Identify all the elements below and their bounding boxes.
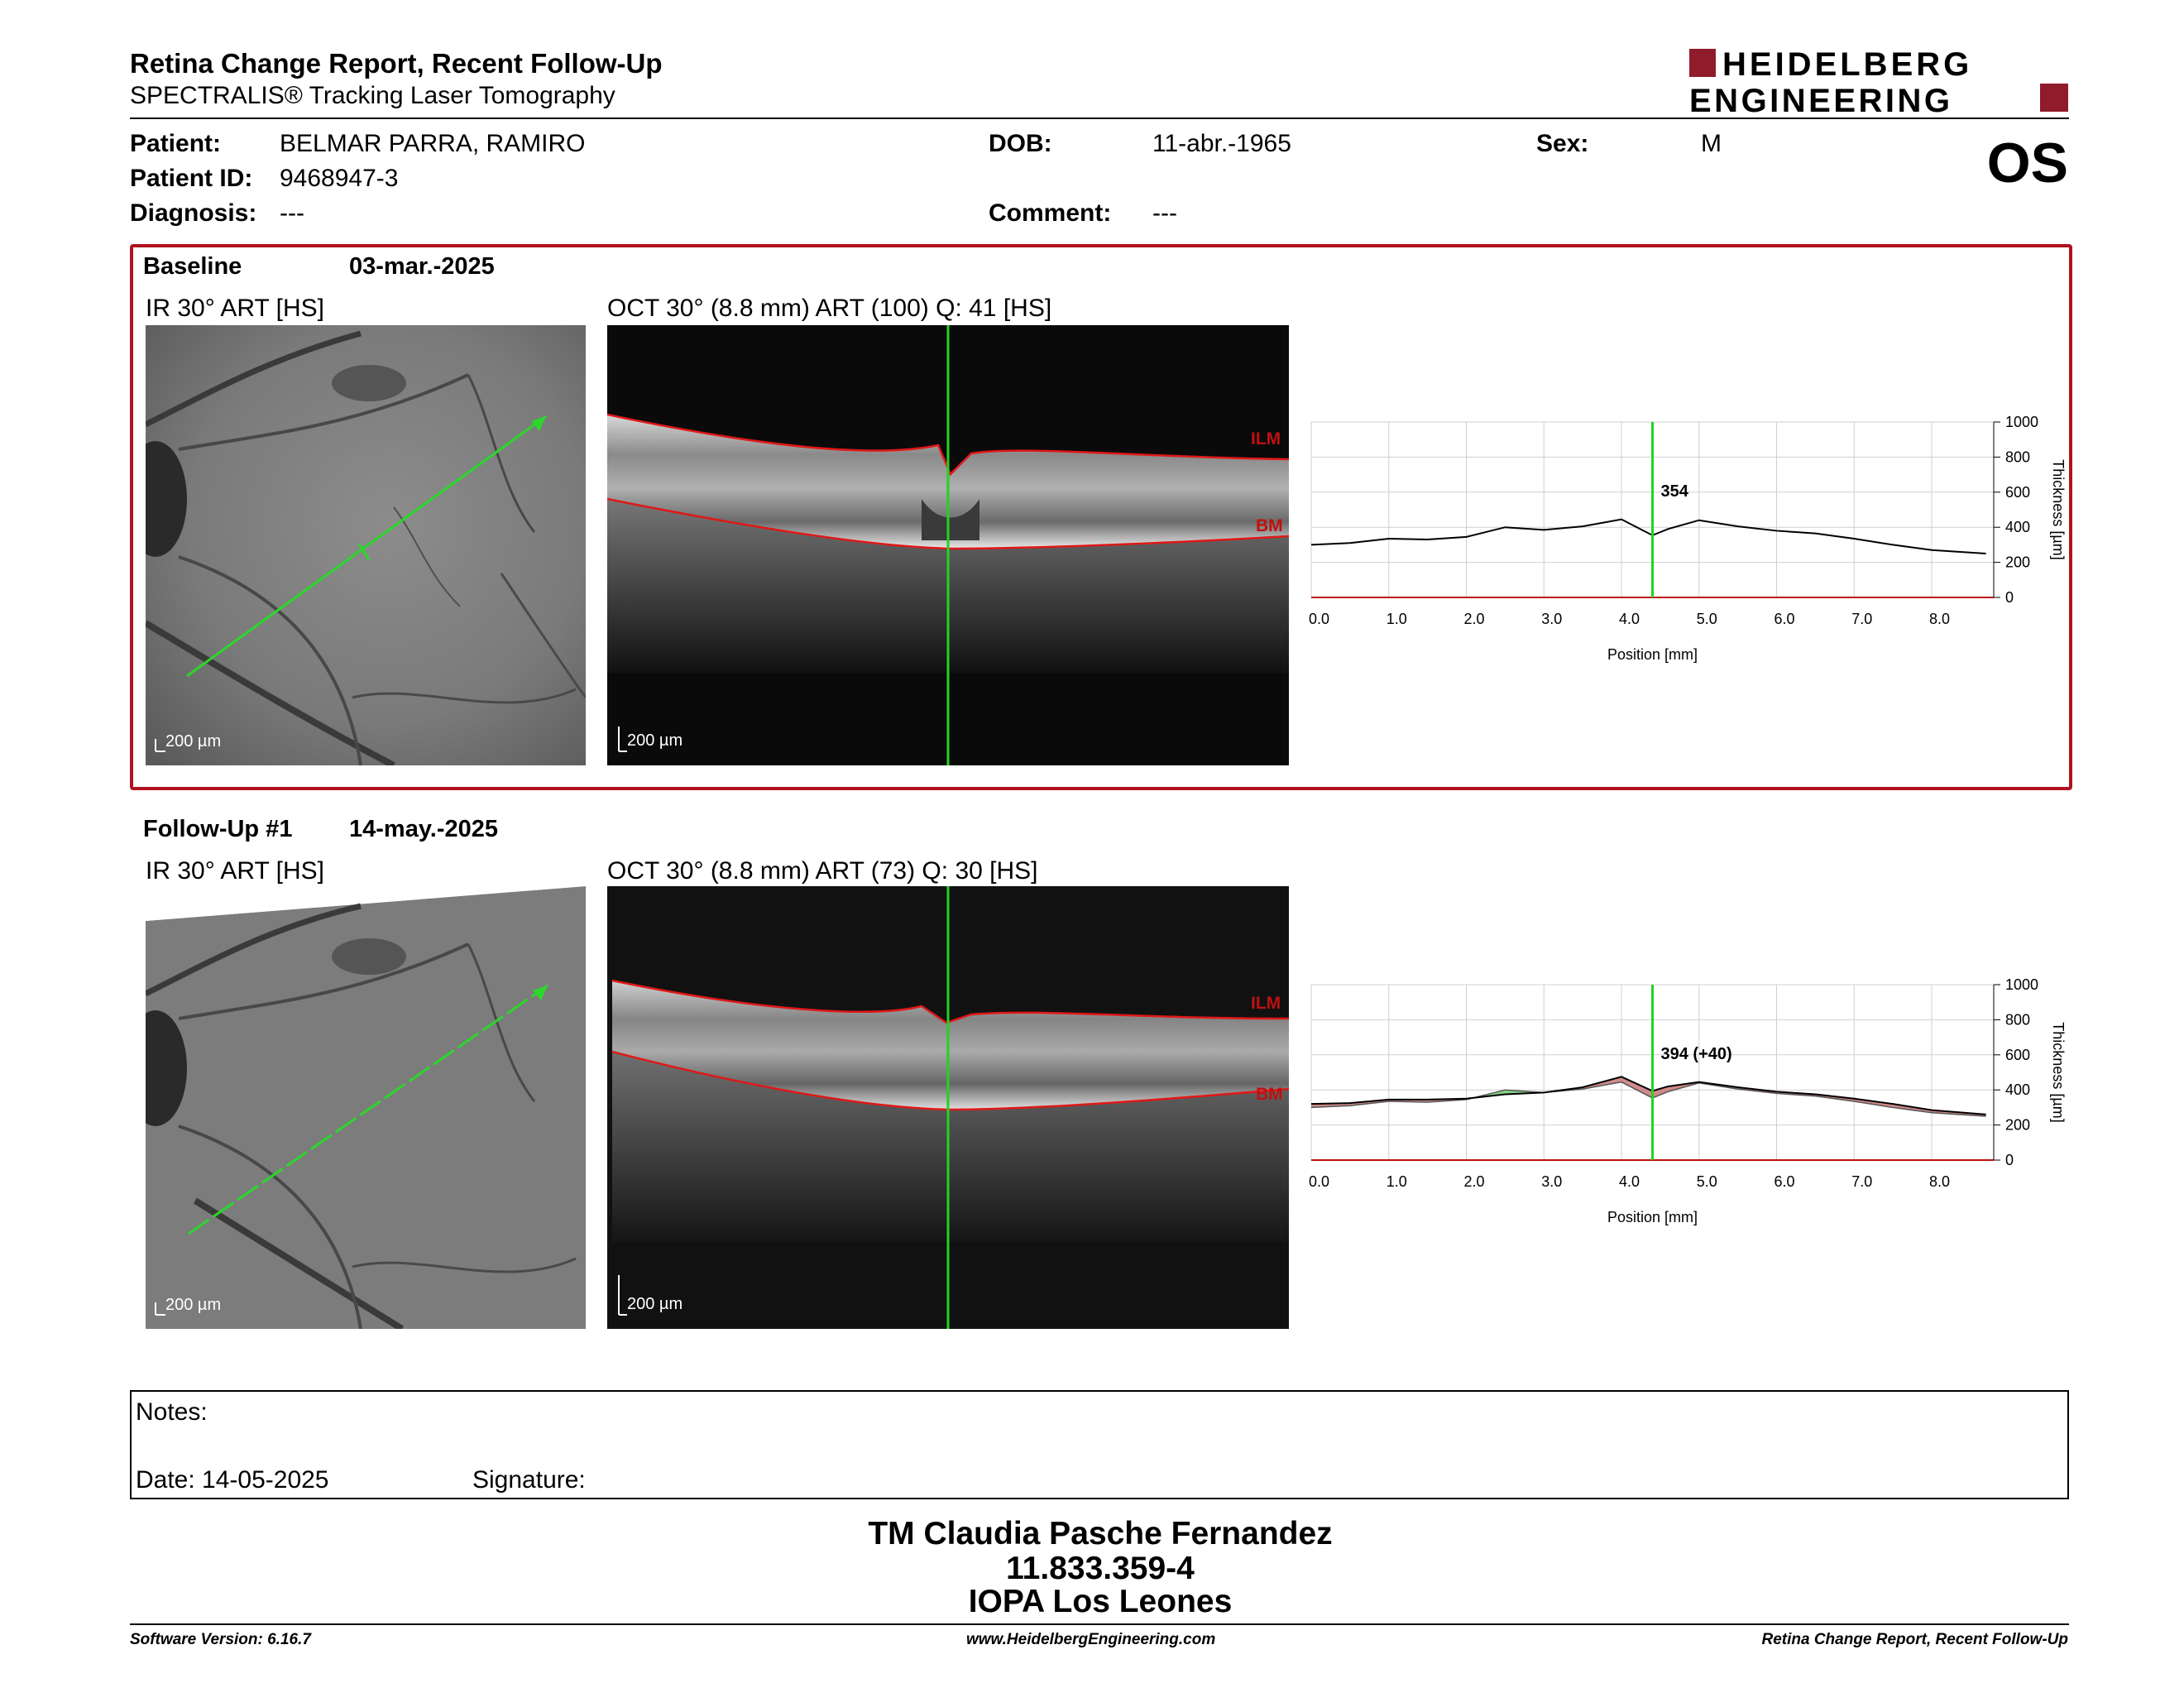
y-tick-label: 800 <box>2005 448 2030 465</box>
baseline-ir-image: 200 µm <box>146 325 586 765</box>
patient-id-label: Patient ID: <box>130 165 253 192</box>
cursor-value-label: 394 (+40) <box>1661 1045 1732 1063</box>
heidelberg-logo: HEIDELBERG ENGINEERING <box>1689 46 2068 115</box>
difference-area <box>1621 1077 1653 1098</box>
signer-id: 11.833.359-4 <box>1006 1551 1195 1586</box>
x-tick-label: 1.0 <box>1387 611 1407 627</box>
x-tick-label: 7.0 <box>1851 1173 1872 1190</box>
x-tick-label: 3.0 <box>1541 1173 1562 1190</box>
patient-name-label: Patient: <box>130 130 222 157</box>
comment-label: Comment: <box>989 199 1112 227</box>
cursor-value-label: 354 <box>1661 482 1689 501</box>
y-tick-label: 0 <box>2005 589 2014 606</box>
x-tick-label: 0.0 <box>1309 1173 1329 1190</box>
x-tick-label: 4.0 <box>1619 1173 1640 1190</box>
x-tick-label: 5.0 <box>1697 1173 1717 1190</box>
patient-name: BELMAR PARRA, RAMIRO <box>280 130 586 157</box>
y-tick-label: 400 <box>2005 1081 2030 1098</box>
x-tick-label: 0.0 <box>1309 611 1329 627</box>
baseline-date: 03-mar.-2025 <box>349 253 495 280</box>
y-tick-label: 200 <box>2005 554 2030 571</box>
signature-label: Signature: <box>472 1466 586 1494</box>
baseline-ir-scale: 200 µm <box>165 732 221 750</box>
followup-ir-scale: 200 µm <box>165 1296 221 1314</box>
y-tick-label: 1000 <box>2005 976 2038 993</box>
eye-indicator: OS <box>1986 132 2068 194</box>
followup-ir-image: 200 µm <box>146 886 586 1329</box>
followup-oct-label: OCT 30° (8.8 mm) ART (73) Q: 30 [HS] <box>607 857 1038 885</box>
baseline-label: Baseline <box>143 253 242 280</box>
y-tick-label: 0 <box>2005 1152 2014 1168</box>
followup-oct-scale: 200 µm <box>627 1295 682 1313</box>
y-tick-label: 800 <box>2005 1011 2030 1028</box>
baseline-bm-tag: BM <box>1256 516 1283 535</box>
followup-date: 14-may.-2025 <box>349 816 499 842</box>
baseline-oct-scale: 200 µm <box>627 731 682 750</box>
x-tick-label: 8.0 <box>1929 1173 1950 1190</box>
baseline-ir-label: IR 30° ART [HS] <box>146 295 324 322</box>
difference-area <box>1652 1086 1669 1098</box>
baseline-oct-image: ILM BM 200 µm <box>607 325 1289 765</box>
followup-ir-label: IR 30° ART [HS] <box>146 857 324 885</box>
comment-value: --- <box>1152 199 1177 227</box>
followup-bm-tag: BM <box>1256 1085 1283 1104</box>
x-tick-label: 8.0 <box>1929 611 1950 627</box>
diagnosis-value: --- <box>280 199 304 227</box>
x-tick-label: 1.0 <box>1387 1173 1407 1190</box>
y-tick-label: 600 <box>2005 1047 2030 1063</box>
sex-label: Sex: <box>1536 130 1589 157</box>
footer-software-version: Software Version: 6.16.7 <box>130 1631 311 1648</box>
y-tick-label: 1000 <box>2005 414 2038 430</box>
x-tick-label: 4.0 <box>1619 611 1640 627</box>
x-tick-label: 6.0 <box>1774 1173 1795 1190</box>
y-tick-label: 400 <box>2005 519 2030 535</box>
baseline-oct-label: OCT 30° (8.8 mm) ART (100) Q: 41 [HS] <box>607 295 1052 322</box>
x-tick-label: 3.0 <box>1541 611 1562 627</box>
x-tick-label: 6.0 <box>1774 611 1795 627</box>
footer-divider <box>130 1623 2069 1625</box>
x-tick-label: 2.0 <box>1464 1173 1485 1190</box>
logo-line2: ENGINEERING <box>1689 83 1953 115</box>
report-title: Retina Change Report, Recent Follow-Up <box>130 48 663 79</box>
difference-area <box>1854 1098 1894 1108</box>
notes-label: Notes: <box>136 1398 208 1426</box>
followup-ilm-tag: ILM <box>1251 994 1281 1013</box>
y-tick-label: 600 <box>2005 484 2030 501</box>
logo-line1: HEIDELBERG <box>1722 46 1972 83</box>
x-axis-label: Position [mm] <box>1607 646 1698 663</box>
followup-label: Follow-Up #1 <box>143 816 293 842</box>
followup-oct-image: ILM BM 200 µm <box>607 886 1289 1329</box>
x-axis-label: Position [mm] <box>1607 1209 1698 1225</box>
baseline-section <box>130 244 2072 790</box>
x-tick-label: 5.0 <box>1697 611 1717 627</box>
dob-label: DOB: <box>989 130 1052 157</box>
header-divider <box>130 117 2069 119</box>
diagnosis-label: Diagnosis: <box>130 199 257 227</box>
baseline-ilm-tag: ILM <box>1251 429 1281 448</box>
dob-value: 11-abr.-1965 <box>1152 130 1291 157</box>
signer-name: TM Claudia Pasche Fernandez <box>868 1516 1333 1551</box>
footer-website[interactable]: www.HeidelbergEngineering.com <box>966 1631 1216 1648</box>
baseline-thickness-chart: 0.0 1.0 2.0 3.0 4.0 5.0 6.0 7.0 8.0 0 200 400 600 800… <box>1309 414 2067 663</box>
followup-thickness-chart: 0.0 1.0 2.0 3.0 4.0 5.0 6.0 7.0 8.0 0 200 400 600 800… <box>1309 976 2067 1225</box>
report-subtitle: SPECTRALIS® Tracking Laser Tomography <box>130 82 615 109</box>
x-tick-label: 2.0 <box>1464 611 1485 627</box>
y-axis-label: Thickness [µm] <box>2050 459 2067 559</box>
x-tick-label: 7.0 <box>1851 611 1872 627</box>
notes-box[interactable] <box>130 1390 2069 1499</box>
y-tick-label: 200 <box>2005 1117 2030 1134</box>
patient-id: 9468947-3 <box>280 165 399 192</box>
sex-value: M <box>1701 130 1722 157</box>
signer-institution: IOPA Los Leones <box>968 1584 1233 1619</box>
footer-report-name: Retina Change Report, Recent Follow-Up <box>1761 1631 2068 1648</box>
notes-date: Date: 14-05-2025 <box>136 1466 329 1494</box>
y-axis-label: Thickness [µm] <box>2050 1022 2067 1122</box>
